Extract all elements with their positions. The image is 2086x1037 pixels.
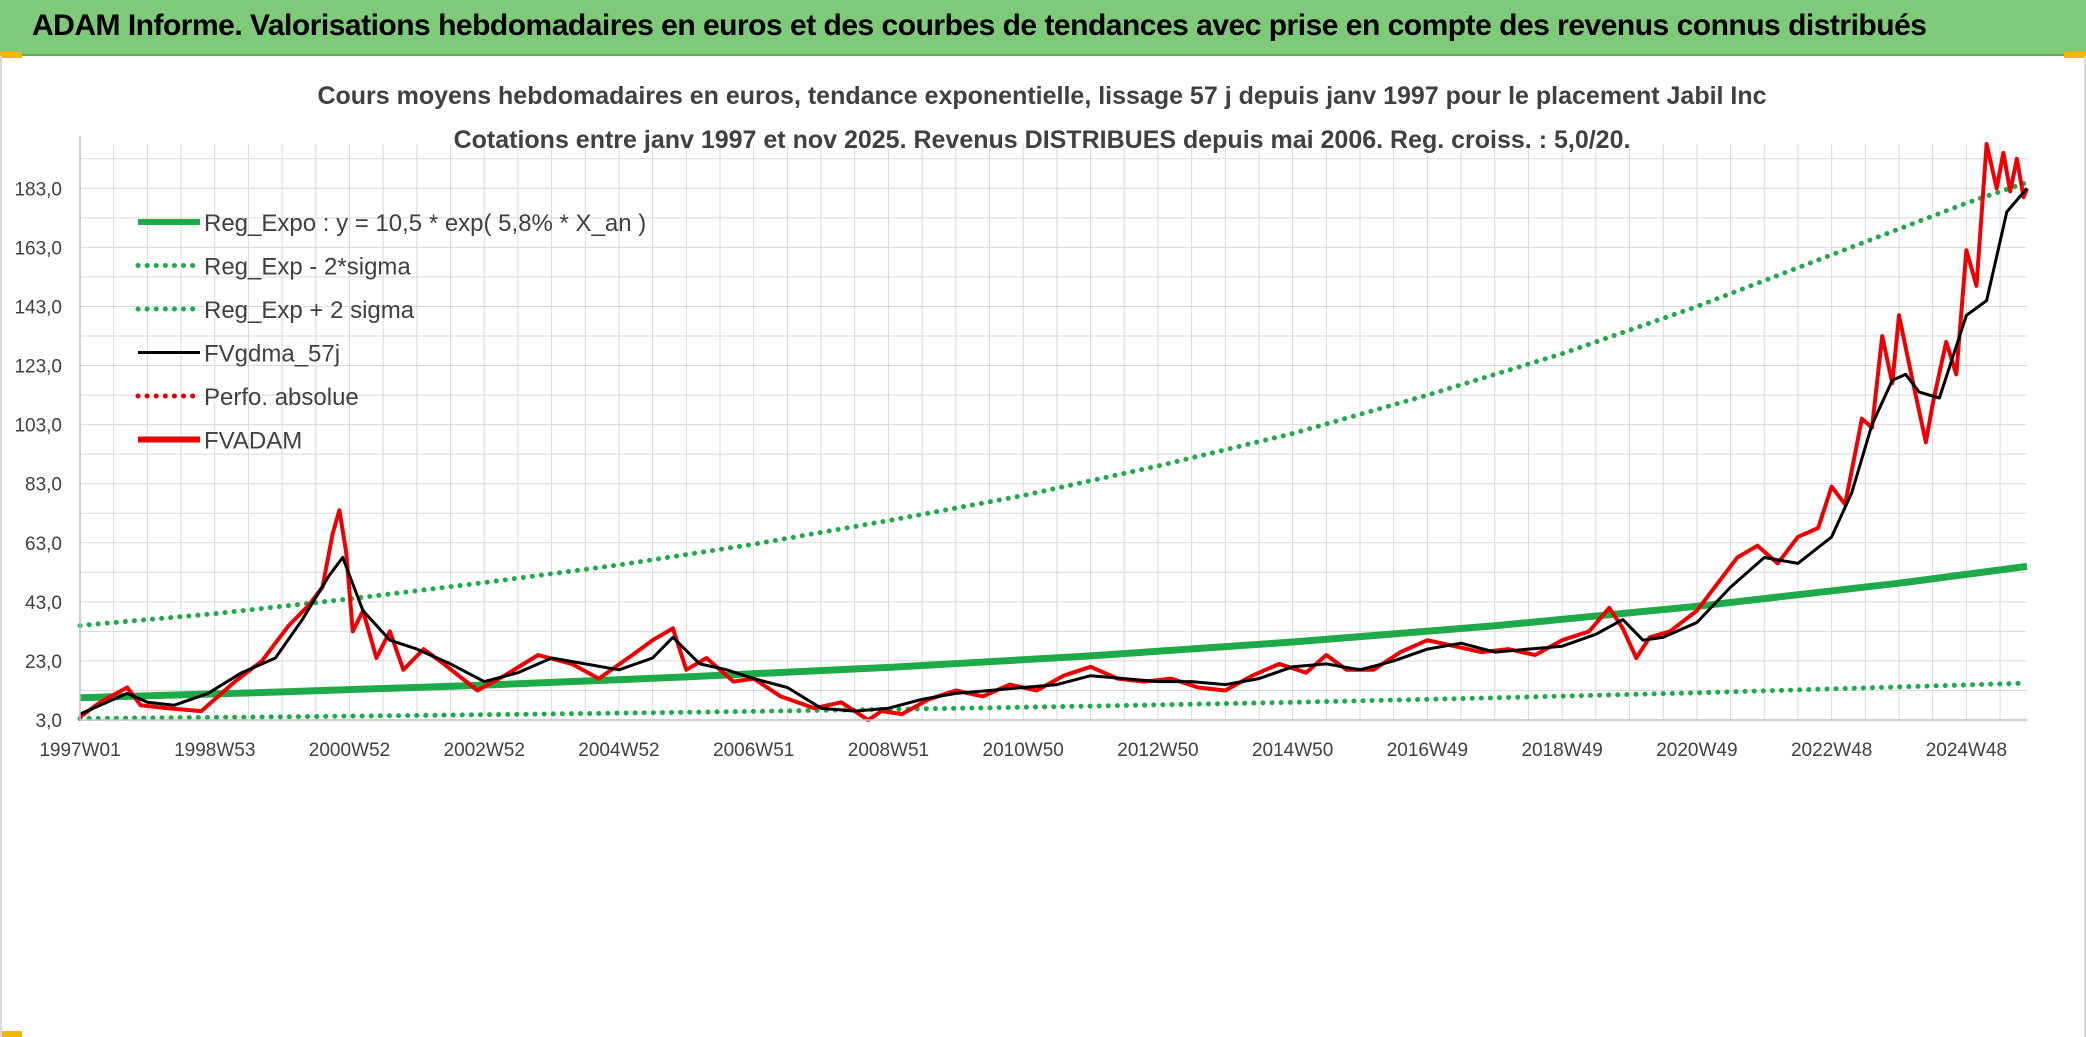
y-tick-label: 43,0 [25,593,62,614]
corner-marker-left [0,52,22,58]
x-tick-label: 2018W49 [1521,740,1602,761]
chart-title-line-2: Cotations entre janv 1997 et nov 2025. R… [454,126,1631,154]
x-tick-label: 2012W50 [1117,740,1198,761]
x-tick-label: 2008W51 [848,740,929,761]
x-tick-label: 2006W51 [713,740,794,761]
x-tick-label: 2024W48 [1926,740,2007,761]
series-line-1 [77,680,2030,721]
legend: Reg_Expo : y = 10,5 * exp( 5,8% * X_an )… [135,210,646,455]
x-tick-label: 2014W50 [1252,740,1333,761]
x-tick-label: 2002W52 [444,740,525,761]
x-tick-label: 2022W48 [1791,740,1872,761]
corner-marker-right [2064,52,2086,58]
y-tick-label: 63,0 [25,534,62,555]
legend-label: Reg_Expo : y = 10,5 * exp( 5,8% * X_an ) [204,210,646,237]
series-line-0 [79,562,2028,702]
y-tick-label: 143,0 [14,297,62,318]
series-line-2 [77,179,2030,628]
x-tick-label: 2004W52 [578,740,659,761]
legend-label: FVADAM [204,428,302,455]
legend-label: FVgdma_57j [204,341,340,368]
x-tick-label: 1998W53 [174,740,255,761]
series-line-3 [79,187,2029,716]
y-tick-label: 103,0 [14,416,62,437]
banner-title: ADAM Informe. Valorisations hebdomadaire… [32,9,1927,42]
y-tick-label: 123,0 [14,357,62,378]
chart-title: Cours moyens hebdomadaires en euros, ten… [317,82,1766,154]
legend-label: Reg_Exp + 2 sigma [204,297,415,324]
legend-label: Reg_Exp - 2*sigma [204,254,411,281]
x-tick-label: 2016W49 [1387,740,1468,761]
chart-svg: 3,0 23,0 43,0 63,0 83,0 103,0 123,0 143,0 163,0 1… [14,82,2030,761]
y-tick-label: 83,0 [25,475,62,496]
x-tick-label: 2020W49 [1656,740,1737,761]
axis: 3,0 23,0 43,0 63,0 83,0 103,0 123,0 143,0 163,0 1… [14,136,2027,761]
x-tick-label: 2000W52 [309,740,390,761]
y-tick-label: 163,0 [14,238,62,259]
chart-title-line-1: Cours moyens hebdomadaires en euros, ten… [317,82,1766,110]
header-banner: ADAM Informe. Valorisations hebdomadaire… [0,0,2086,56]
x-tick-label: 2010W50 [983,740,1064,761]
chart-area: 3,0 23,0 43,0 63,0 83,0 103,0 123,0 143,0 163,0 1… [0,56,2086,1037]
corner-marker-bottom-left [0,1031,22,1037]
y-tick-label: 183,0 [14,179,62,200]
x-tick-label: 1997W01 [39,740,120,761]
y-tick-label: 23,0 [25,652,62,673]
y-tick-label: 3,0 [36,711,62,732]
series-layer [77,142,2030,722]
legend-label: Perfo. absolue [204,384,359,411]
